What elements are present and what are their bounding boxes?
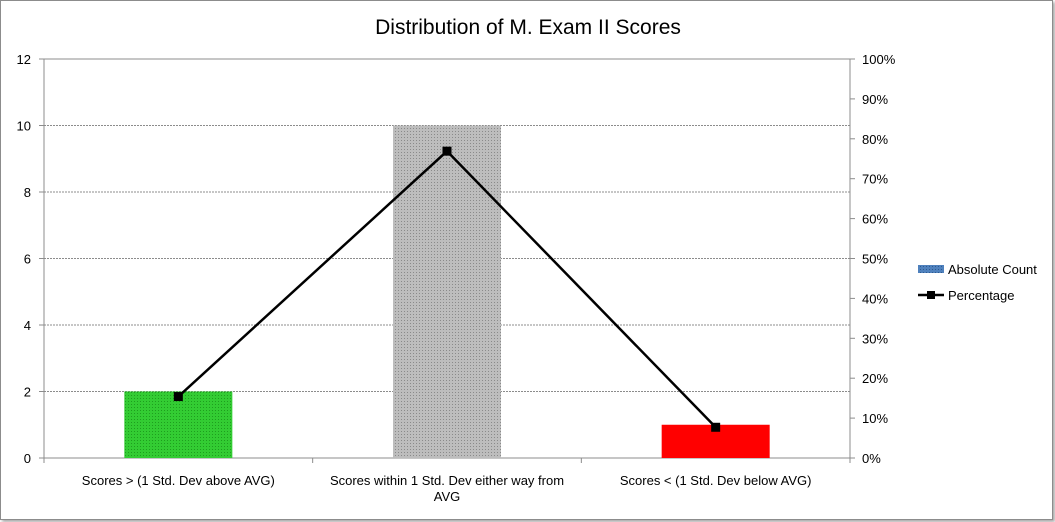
category-label: Scores within 1 Std. Dev either way from… (330, 473, 564, 504)
left-axis: 0 2 4 6 8 10 12 (17, 52, 44, 466)
y2-tick-label: 50% (862, 252, 888, 267)
y2-tick-label: 10% (862, 411, 888, 426)
legend-label-percentage: Percentage (948, 288, 1015, 303)
y-tick-label: 0 (24, 451, 31, 466)
y2-tick-label: 70% (862, 172, 888, 187)
legend-label-absolute-count: Absolute Count (948, 262, 1037, 277)
legend-swatch-absolute-count (918, 265, 944, 273)
y2-tick-label: 80% (862, 132, 888, 147)
percentage-marker (173, 392, 183, 402)
bar-series (124, 125, 770, 458)
chart-title: Distribution of M. Exam II Scores (375, 16, 681, 39)
percentage-marker (711, 422, 721, 432)
y-tick-label: 2 (24, 385, 31, 400)
y-tick-label: 12 (17, 52, 31, 67)
y2-tick-label: 100% (862, 52, 896, 67)
bar (124, 391, 233, 458)
bar (393, 125, 501, 458)
category-label: Scores > (1 Std. Dev above AVG) (82, 473, 275, 488)
y2-tick-label: 30% (862, 331, 888, 346)
y-tick-label: 8 (24, 185, 31, 200)
category-label: Scores < (1 Std. Dev below AVG) (620, 473, 812, 488)
y2-tick-label: 20% (862, 371, 888, 386)
y2-tick-label: 40% (862, 291, 888, 306)
y2-tick-label: 0% (862, 451, 881, 466)
y2-tick-label: 60% (862, 212, 888, 227)
y-tick-label: 6 (24, 252, 31, 267)
y-tick-label: 10 (17, 119, 31, 134)
line-series (173, 146, 721, 432)
legend: Absolute Count Percentage (918, 262, 1037, 303)
percentage-marker (442, 146, 452, 156)
y-tick-label: 4 (24, 318, 31, 333)
category-axis: Scores > (1 Std. Dev above AVG) Scores wi… (43, 458, 851, 504)
y2-tick-label: 90% (862, 92, 888, 107)
legend-swatch-percentage-marker (927, 291, 935, 299)
right-axis: 0% 10% 20% 30% 40% 50% 60% 70% 80% 90% 100% (850, 52, 896, 466)
